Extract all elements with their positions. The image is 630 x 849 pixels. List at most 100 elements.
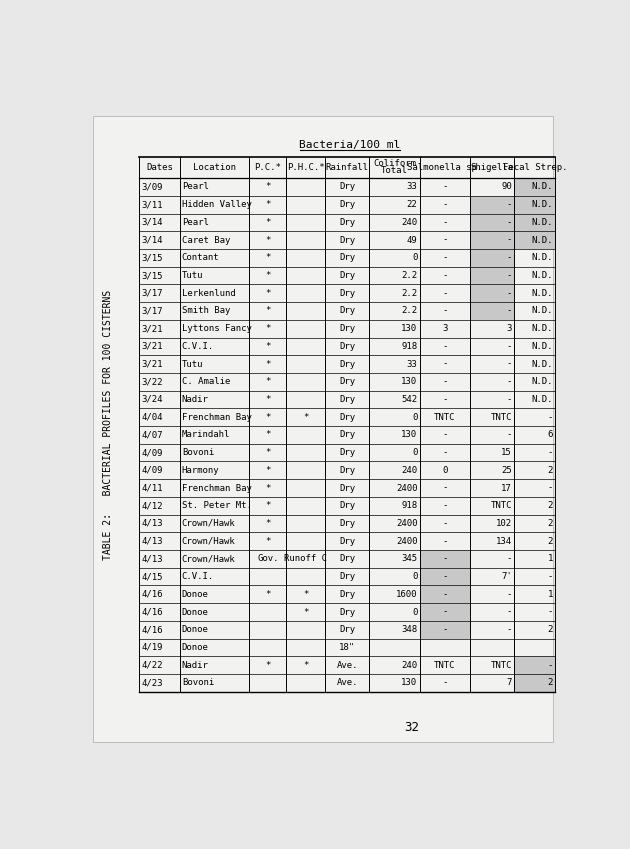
Text: N.D.: N.D.	[532, 306, 553, 316]
Text: *: *	[265, 466, 270, 475]
Text: *: *	[265, 661, 270, 670]
Text: Tutu: Tutu	[182, 360, 203, 368]
FancyBboxPatch shape	[514, 656, 556, 674]
Text: Dry: Dry	[339, 501, 355, 510]
Text: *: *	[303, 608, 309, 616]
FancyBboxPatch shape	[470, 231, 514, 249]
Text: Dry: Dry	[339, 430, 355, 440]
FancyBboxPatch shape	[470, 284, 514, 302]
Text: Dry: Dry	[339, 554, 355, 564]
FancyBboxPatch shape	[514, 214, 556, 231]
Text: *: *	[303, 590, 309, 599]
Text: 2.2: 2.2	[401, 289, 418, 298]
Text: *: *	[265, 271, 270, 280]
Text: Dry: Dry	[339, 519, 355, 528]
Text: -: -	[507, 430, 512, 440]
Text: Dry: Dry	[339, 377, 355, 386]
Text: -: -	[547, 413, 553, 422]
Text: Frenchman Bay: Frenchman Bay	[182, 413, 252, 422]
Text: -: -	[442, 608, 448, 616]
Text: -: -	[507, 271, 512, 280]
Text: TNTC: TNTC	[434, 661, 455, 670]
Text: -: -	[442, 501, 448, 510]
Text: *: *	[265, 484, 270, 492]
Text: Nadir: Nadir	[182, 395, 209, 404]
Text: Marindahl: Marindahl	[182, 430, 230, 440]
Text: Hidden Valley: Hidden Valley	[182, 200, 252, 209]
Text: Pearl: Pearl	[182, 183, 209, 192]
Text: 348: 348	[401, 625, 418, 634]
Text: 4/19: 4/19	[142, 643, 163, 652]
Text: 17: 17	[501, 484, 512, 492]
Text: Dry: Dry	[339, 590, 355, 599]
Text: N.D.: N.D.	[532, 253, 553, 262]
Text: 1: 1	[547, 590, 553, 599]
Text: 4/13: 4/13	[142, 519, 163, 528]
Text: -: -	[442, 289, 448, 298]
Text: 2: 2	[547, 519, 553, 528]
Text: 2400: 2400	[396, 537, 418, 546]
Text: 4/07: 4/07	[142, 430, 163, 440]
FancyBboxPatch shape	[420, 603, 470, 621]
Text: Total: Total	[381, 166, 408, 175]
Text: 3/24: 3/24	[142, 395, 163, 404]
Text: Lyttons Fancy: Lyttons Fancy	[182, 324, 252, 333]
Text: Dry: Dry	[339, 342, 355, 351]
FancyBboxPatch shape	[420, 621, 470, 638]
Text: 4/15: 4/15	[142, 572, 163, 581]
Text: -: -	[547, 484, 553, 492]
Text: P.H.C.*: P.H.C.*	[287, 163, 324, 171]
Text: *: *	[265, 501, 270, 510]
Text: 0: 0	[412, 448, 418, 457]
Text: Dry: Dry	[339, 360, 355, 368]
Text: C. Amalie: C. Amalie	[182, 377, 230, 386]
Text: -: -	[507, 342, 512, 351]
Text: Dry: Dry	[339, 324, 355, 333]
Text: Dry: Dry	[339, 466, 355, 475]
Text: 3/15: 3/15	[142, 271, 163, 280]
Text: -: -	[547, 661, 553, 670]
Text: Nadir: Nadir	[182, 661, 209, 670]
Text: Dry: Dry	[339, 413, 355, 422]
Text: -: -	[507, 306, 512, 316]
Text: Ave.: Ave.	[336, 678, 358, 688]
Text: Dates: Dates	[146, 163, 173, 171]
FancyBboxPatch shape	[514, 196, 556, 214]
Text: -: -	[442, 360, 448, 368]
Text: 345: 345	[401, 554, 418, 564]
Text: N.D.: N.D.	[532, 360, 553, 368]
Text: 25: 25	[501, 466, 512, 475]
FancyBboxPatch shape	[420, 550, 470, 568]
Text: 3: 3	[507, 324, 512, 333]
Text: 3/15: 3/15	[142, 253, 163, 262]
Text: -: -	[507, 590, 512, 599]
Text: *: *	[265, 590, 270, 599]
Text: 240: 240	[401, 466, 418, 475]
Text: Contant: Contant	[182, 253, 219, 262]
Text: -: -	[442, 218, 448, 227]
Text: *: *	[265, 360, 270, 368]
Text: -: -	[442, 253, 448, 262]
Text: *: *	[265, 377, 270, 386]
Text: Caret Bay: Caret Bay	[182, 235, 230, 245]
Text: 33: 33	[407, 360, 418, 368]
Text: Dry: Dry	[339, 183, 355, 192]
Text: C.V.I.: C.V.I.	[182, 572, 214, 581]
Text: Shigella: Shigella	[471, 163, 513, 171]
FancyBboxPatch shape	[470, 196, 514, 214]
Text: Gov.: Gov.	[257, 554, 278, 564]
Text: Donoe: Donoe	[182, 625, 209, 634]
Text: 2400: 2400	[396, 484, 418, 492]
Text: 2: 2	[547, 501, 553, 510]
Text: -: -	[442, 395, 448, 404]
Text: 240: 240	[401, 661, 418, 670]
Text: N.D.: N.D.	[532, 218, 553, 227]
Text: 542: 542	[401, 395, 418, 404]
Text: *: *	[265, 183, 270, 192]
Text: -: -	[507, 289, 512, 298]
Text: P.C.*: P.C.*	[255, 163, 281, 171]
Text: *: *	[265, 537, 270, 546]
Text: -: -	[442, 183, 448, 192]
Text: N.D.: N.D.	[532, 377, 553, 386]
Text: Harmony: Harmony	[182, 466, 219, 475]
